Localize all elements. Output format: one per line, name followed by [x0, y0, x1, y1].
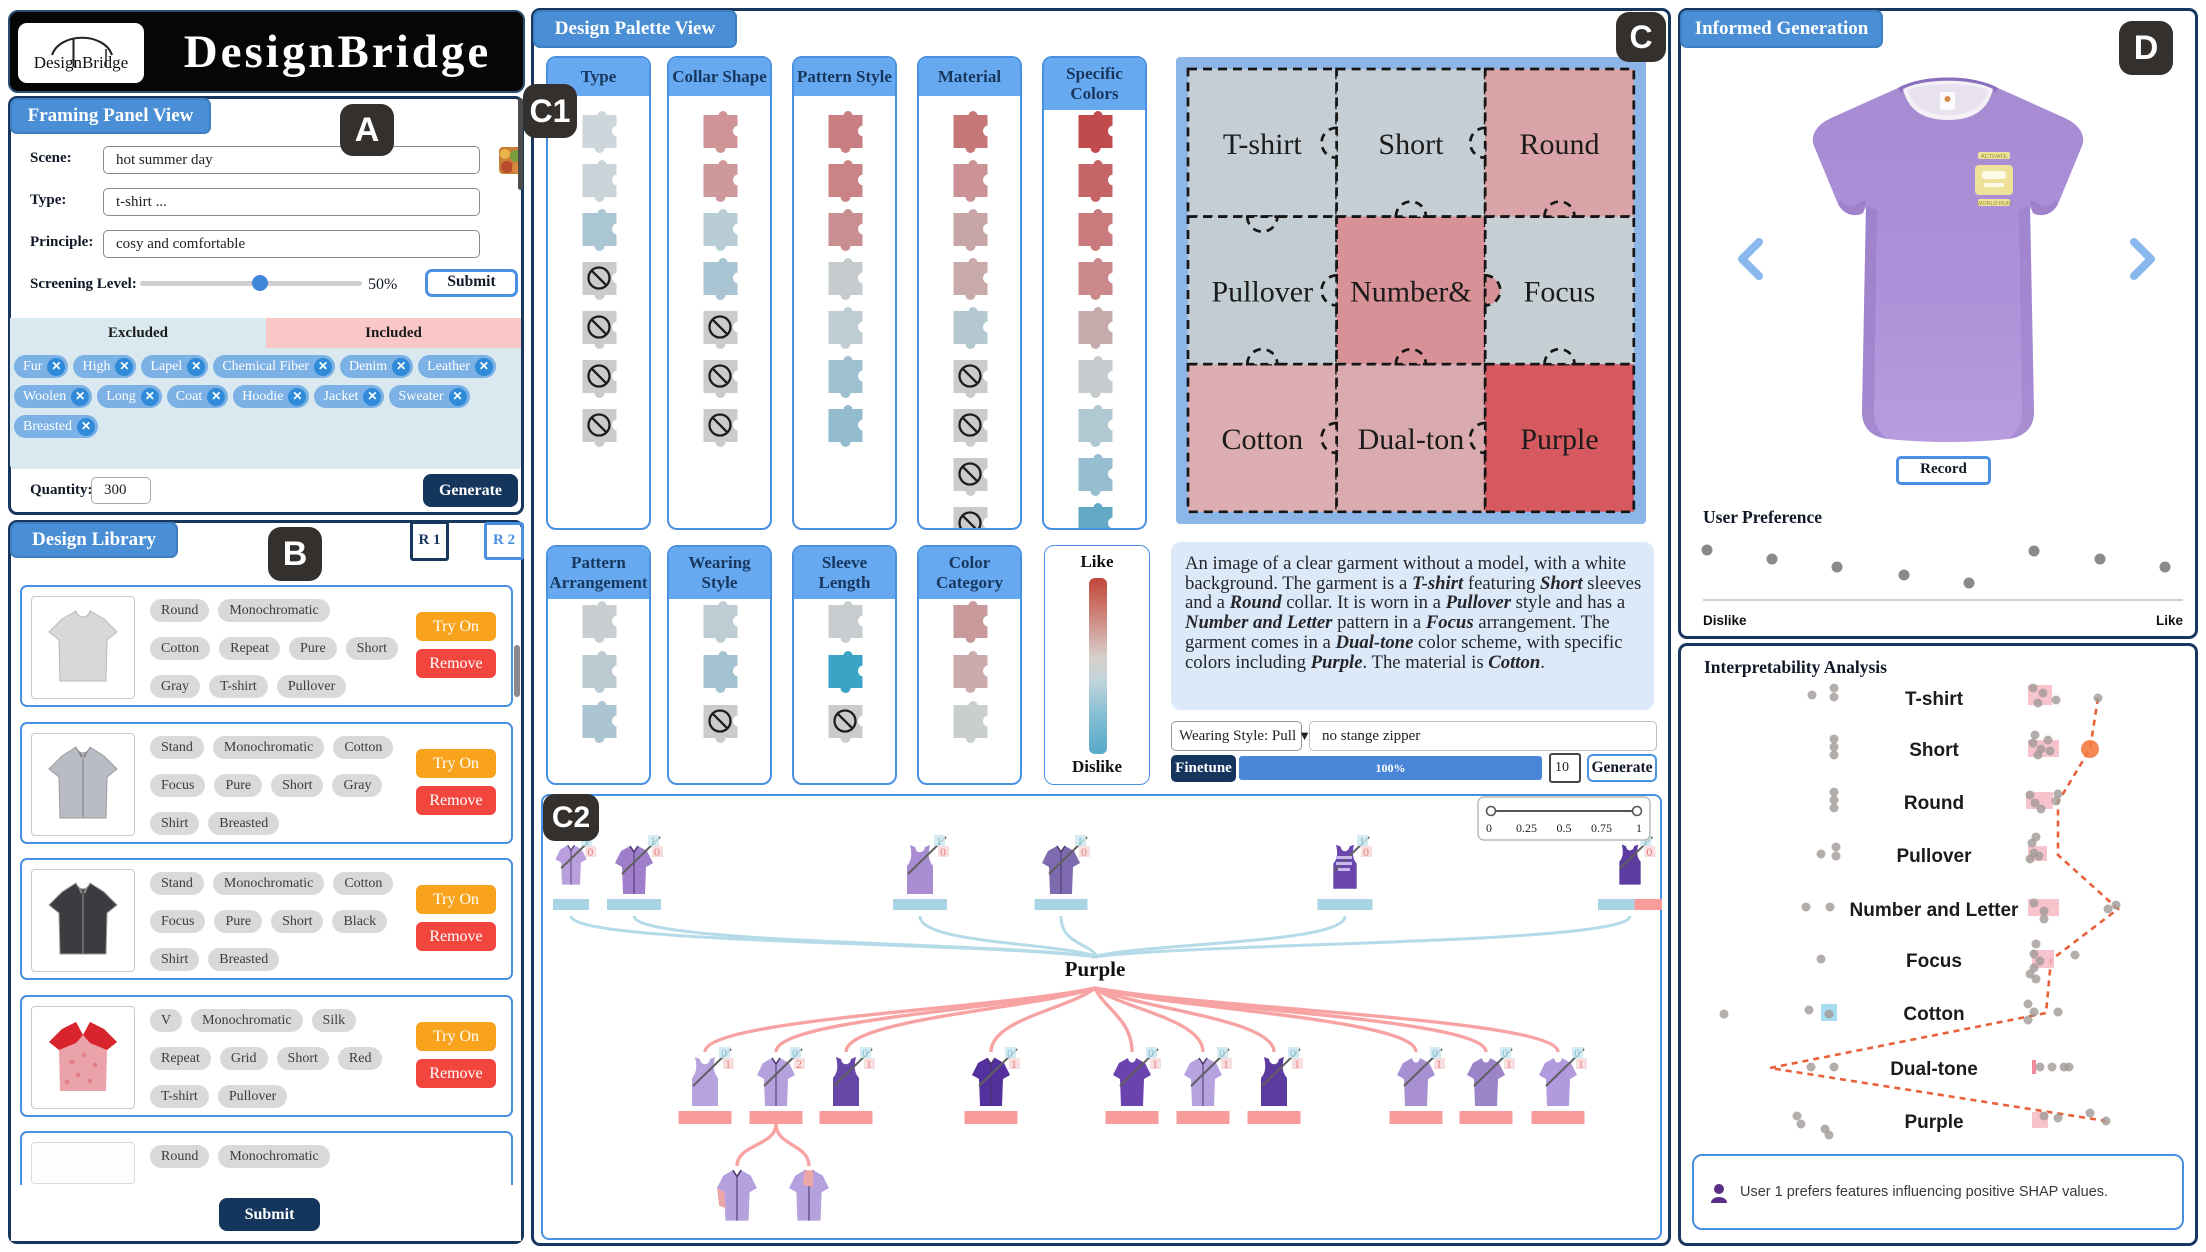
svg-text:ACTIVATE: ACTIVATE — [1981, 154, 2007, 160]
svg-text:Purple: Purple — [1065, 957, 1126, 981]
svg-text:Focus: Focus — [1906, 951, 1962, 972]
svg-text:1: 1 — [1223, 1057, 1229, 1071]
svg-text:0.75: 0.75 — [1591, 821, 1612, 835]
svg-text:1: 1 — [1359, 834, 1365, 848]
svg-text:0: 0 — [1148, 1046, 1154, 1060]
svg-text:0: 0 — [940, 845, 946, 859]
svg-text:1: 1 — [650, 834, 656, 848]
svg-text:1: 1 — [725, 1057, 731, 1071]
svg-text:Pullover: Pullover — [1211, 275, 1313, 308]
svg-text:0.25: 0.25 — [1516, 821, 1537, 835]
svg-text:Round: Round — [1904, 793, 1964, 814]
svg-text:1: 1 — [1636, 821, 1642, 835]
svg-text:1: 1 — [866, 1057, 872, 1071]
svg-text:Purple: Purple — [1520, 423, 1598, 456]
svg-text:0: 0 — [1363, 845, 1369, 859]
svg-text:0.5: 0.5 — [1557, 821, 1572, 835]
svg-text:0: 0 — [1081, 845, 1087, 859]
svg-text:1: 1 — [936, 834, 942, 848]
svg-text:0: 0 — [1007, 1046, 1013, 1060]
svg-text:0: 0 — [1646, 845, 1652, 859]
svg-text:Round: Round — [1519, 128, 1599, 161]
svg-text:0: 0 — [792, 1046, 798, 1060]
svg-text:Like: Like — [2156, 613, 2184, 628]
svg-text:0: 0 — [862, 1046, 868, 1060]
svg-text:Focus: Focus — [1524, 275, 1596, 308]
svg-text:Cotton: Cotton — [1903, 1004, 1964, 1025]
svg-text:1: 1 — [1578, 1057, 1584, 1071]
svg-text:0: 0 — [1219, 1046, 1225, 1060]
svg-text:0: 0 — [721, 1046, 727, 1060]
svg-text:1: 1 — [1294, 1057, 1300, 1071]
svg-text:0: 0 — [587, 845, 593, 859]
svg-text:0: 0 — [654, 845, 660, 859]
svg-text:0: 0 — [1574, 1046, 1580, 1060]
svg-text:1: 1 — [1642, 834, 1648, 848]
svg-text:Number&: Number& — [1350, 275, 1472, 308]
svg-text:0: 0 — [1432, 1046, 1438, 1060]
svg-text:Number and Letter: Number and Letter — [1850, 900, 2020, 921]
svg-text:Dual-tone: Dual-tone — [1890, 1059, 1978, 1080]
svg-text:Pullover: Pullover — [1897, 846, 1973, 867]
svg-text:1: 1 — [1506, 1057, 1512, 1071]
svg-text:Short: Short — [1909, 740, 1959, 761]
svg-text:Dislike: Dislike — [1703, 613, 1747, 628]
svg-text:Cotton: Cotton — [1221, 423, 1303, 456]
svg-text:0: 0 — [1486, 821, 1492, 835]
svg-text:0: 0 — [1290, 1046, 1296, 1060]
svg-text:1: 1 — [1436, 1057, 1442, 1071]
svg-text:2: 2 — [796, 1057, 802, 1071]
svg-text:1: 1 — [583, 834, 589, 848]
svg-text:DesignBridge: DesignBridge — [34, 53, 128, 72]
svg-text:T-shirt: T-shirt — [1905, 689, 1964, 710]
svg-text:T-shirt: T-shirt — [1223, 128, 1303, 161]
svg-text:Purple: Purple — [1904, 1112, 1963, 1133]
svg-text:0: 0 — [1502, 1046, 1508, 1060]
svg-text:1: 1 — [1152, 1057, 1158, 1071]
svg-text:Dual-ton: Dual-ton — [1358, 423, 1465, 456]
svg-text:1: 1 — [1011, 1057, 1017, 1071]
svg-text:WORLD RUN: WORLD RUN — [1977, 201, 2011, 207]
svg-text:Short: Short — [1378, 128, 1444, 161]
svg-text:1: 1 — [1077, 834, 1083, 848]
